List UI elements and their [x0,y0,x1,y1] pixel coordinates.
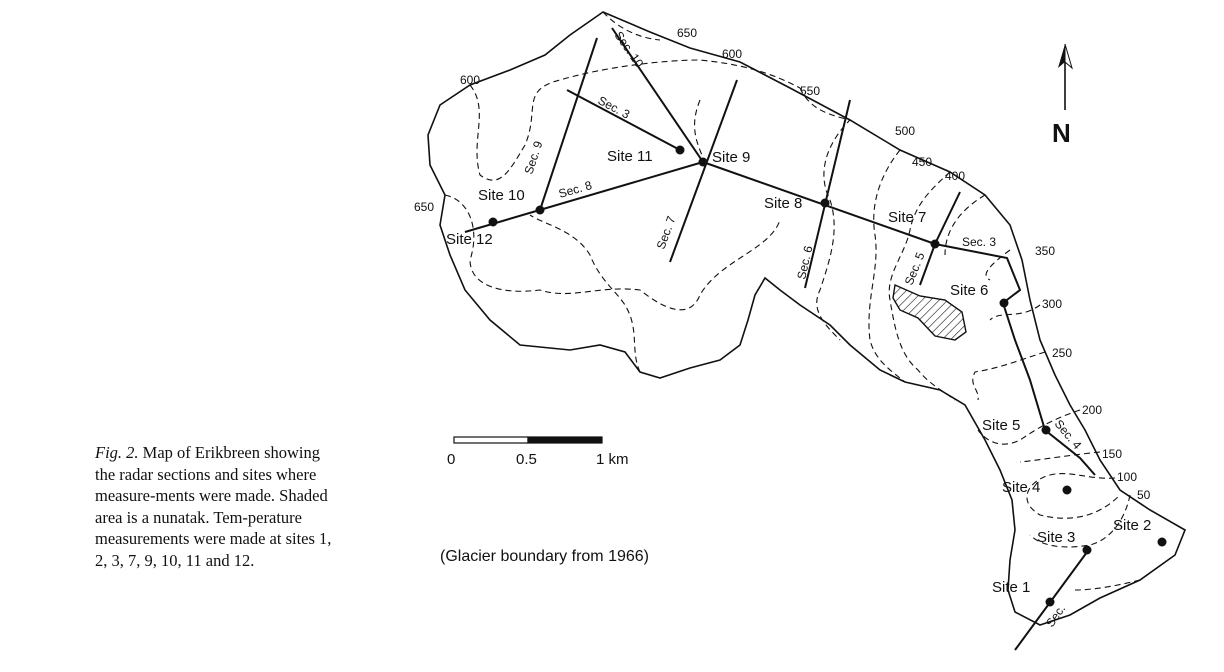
section-labels: Sec. Sec. 3 Sec. 3 Sec. 4 Sec. 5 Sec. 6 … [522,29,1085,630]
sec-10-line [611,27,704,163]
contour-line [469,59,801,181]
site-5-label: Site 5 [982,417,1020,434]
contour-line [529,214,641,373]
contour-label-600-left: 600 [460,73,480,87]
figure-caption: Fig. 2. Map of Erikbreen showing the rad… [95,442,335,571]
site-11-label: Site 11 [607,148,653,165]
contour-label-550: 550 [800,84,820,98]
sec-7-label: Sec. 7 [654,214,679,251]
sec-7-line [669,79,738,263]
site-markers [488,145,1167,607]
sec-5-line [919,191,961,286]
glacier-boundary [427,11,1187,626]
scale-label-1km: 1 km [596,451,629,468]
contour-line [1019,451,1101,463]
contour-label-150: 150 [1102,447,1122,461]
contour-line [444,194,781,311]
scale-label-0: 0 [447,451,456,468]
contour-label-250: 250 [1052,346,1072,360]
scale-bar [453,436,603,444]
contour-line [799,87,852,341]
site-2-label: Site 2 [1113,517,1151,534]
contour-label-500: 500 [895,124,915,138]
contour-line [694,99,706,163]
contour-labels: 650 600 600 550 500 450 400 350 300 250 … [414,26,1151,502]
sec-8-label: Sec. 8 [557,178,594,201]
site-2-dot [1157,537,1167,547]
contour-label-300: 300 [1042,297,1062,311]
contour-line [972,351,1046,401]
site-7-dot [930,239,940,249]
site-12-label: Site 12 [446,231,493,248]
contour-line [1029,494,1131,548]
site-11-dot [675,145,685,155]
contour-label-400: 400 [945,169,965,183]
site-3-dot [1082,545,1092,555]
site-1-label: Site 1 [992,579,1030,596]
site-1-dot [1045,597,1055,607]
sec-6-line [804,99,851,289]
site-6-dot [999,298,1009,308]
site-12-dot [488,217,498,227]
north-label: N [1052,118,1071,148]
sec-3-label: Sec. 3 [596,93,633,121]
sec-9-label: Sec. 9 [522,139,546,176]
contour-label-50: 50 [1137,488,1151,502]
site-8-dot [820,198,830,208]
sec-5-label: Sec. 5 [902,250,928,287]
contour-label-650-left: 650 [414,200,434,214]
site-9-label: Site 9 [712,149,750,166]
site-6-label: Site 6 [950,282,988,299]
contour-lines [444,11,1141,591]
site-labels: Site 1 Site 2 Site 3 Site 4 Site 5 Site … [446,148,1151,596]
contour-line [868,149,906,383]
contour-label-200: 200 [1082,403,1102,417]
sec-9-line [539,37,598,211]
sec-3-long-line [702,161,1096,476]
site-10-label: Site 10 [478,187,525,204]
site-9-dot [698,157,708,167]
radar-sections [464,27,1096,651]
site-8-label: Site 8 [764,195,802,212]
caption-text: Map of Erikbreen showing the radar secti… [95,443,332,570]
north-arrow-icon [1058,43,1073,110]
scale-label-half: 0.5 [516,451,537,468]
site-5-dot [1041,425,1051,435]
contour-line [1026,473,1121,519]
sec-3b-label: Sec. 3 [962,235,996,249]
contour-label-450: 450 [912,155,932,169]
contour-label-350: 350 [1035,244,1055,258]
contour-label-600-top: 600 [722,47,742,61]
site-7-label: Site 7 [888,209,926,226]
contour-line [977,409,1081,445]
sec-3-line [566,89,681,151]
contour-line [1074,579,1141,591]
sec-8-line [464,161,704,233]
sec-10-label: Sec. 10 [612,29,647,71]
contour-line [985,249,1011,281]
site-10-dot [535,205,545,215]
site-4-label: Site 4 [1002,479,1040,496]
contour-label-100: 100 [1117,470,1137,484]
sec-6-label: Sec. 6 [794,244,815,281]
contour-line [888,171,956,401]
contour-line [602,11,661,41]
contour-label-650-top: 650 [677,26,697,40]
site-3-label: Site 3 [1037,529,1075,546]
boundary-note: (Glacier boundary from 1966) [440,548,649,565]
contour-line [989,304,1041,321]
nunatak [892,283,967,341]
figure-label: Fig. 2. [95,443,139,462]
site-4-dot [1062,485,1072,495]
